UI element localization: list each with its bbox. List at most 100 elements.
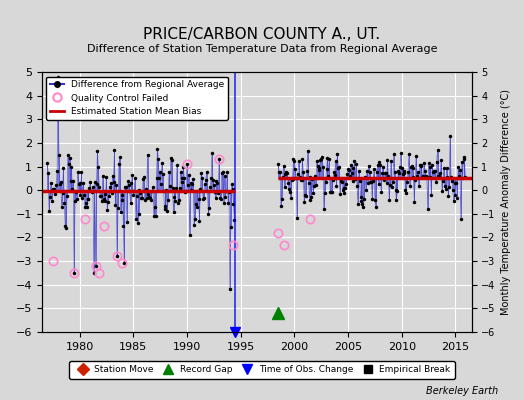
Point <box>135 186 144 193</box>
Point <box>141 186 150 192</box>
Point <box>179 164 188 171</box>
Point <box>105 193 113 199</box>
Point <box>121 184 129 191</box>
Point <box>327 189 335 196</box>
Point <box>346 173 354 179</box>
Point <box>434 173 443 179</box>
Point <box>163 207 171 214</box>
Point <box>303 148 312 154</box>
Point <box>389 151 398 158</box>
Point <box>417 163 425 169</box>
Point <box>144 152 152 158</box>
Text: Berkeley Earth: Berkeley Earth <box>425 386 498 396</box>
Point <box>111 202 119 208</box>
Point <box>282 169 290 176</box>
Point <box>281 171 290 178</box>
Point <box>131 175 139 181</box>
Point <box>118 192 127 198</box>
Point <box>191 216 199 222</box>
Point <box>52 182 60 188</box>
Point <box>387 158 395 164</box>
Point <box>402 190 410 196</box>
Point <box>195 218 204 224</box>
Point <box>350 158 358 164</box>
Point <box>291 166 299 172</box>
Point <box>405 151 413 157</box>
Point <box>389 178 397 185</box>
Point <box>194 196 203 203</box>
Point <box>368 196 376 202</box>
Point <box>303 168 311 174</box>
Point <box>45 208 53 214</box>
Point <box>393 188 401 194</box>
Point <box>85 185 94 191</box>
Point <box>124 178 132 184</box>
Point <box>408 164 417 171</box>
Point <box>409 174 418 180</box>
Point <box>230 217 238 223</box>
Point <box>322 166 331 172</box>
Point <box>178 178 187 185</box>
Point <box>435 173 443 180</box>
Point <box>58 204 66 210</box>
Text: Difference of Station Temperature Data from Regional Average: Difference of Station Temperature Data f… <box>87 44 437 54</box>
Point <box>398 171 407 178</box>
Point <box>207 175 215 182</box>
Point <box>431 168 439 174</box>
Point <box>83 196 92 202</box>
Point <box>220 200 228 206</box>
Point <box>391 187 400 194</box>
Point <box>279 163 288 170</box>
Point <box>114 205 122 211</box>
Point <box>454 164 462 170</box>
Point <box>331 158 340 164</box>
Point <box>337 178 345 184</box>
Point <box>380 177 388 183</box>
Point <box>110 146 118 153</box>
Point <box>196 186 204 192</box>
Point <box>458 175 467 181</box>
Point <box>374 181 383 187</box>
Point <box>172 184 180 191</box>
Point <box>313 163 322 169</box>
Point <box>100 195 108 202</box>
Point <box>101 191 109 198</box>
Point <box>369 178 377 185</box>
Point <box>101 197 110 204</box>
Point <box>193 188 202 194</box>
Point <box>215 156 223 163</box>
Point <box>384 172 392 179</box>
Point <box>411 177 419 183</box>
Point <box>50 188 59 194</box>
Point <box>204 211 213 217</box>
Point <box>183 161 191 167</box>
Point <box>340 184 348 191</box>
Point <box>171 197 180 204</box>
Point <box>316 156 324 163</box>
Point <box>284 180 292 186</box>
Point <box>91 179 99 185</box>
Point <box>107 190 116 196</box>
Point <box>70 270 78 276</box>
Point <box>56 181 64 188</box>
Point <box>309 190 318 196</box>
Point <box>224 200 232 206</box>
Point <box>73 196 81 202</box>
Point <box>138 194 146 201</box>
Point <box>197 170 205 176</box>
Point <box>450 198 458 204</box>
Point <box>361 173 369 180</box>
Point <box>297 176 305 183</box>
Point <box>417 161 425 168</box>
Point <box>208 150 216 156</box>
Point <box>153 146 161 152</box>
Point <box>103 207 112 214</box>
Point <box>355 168 363 174</box>
Point <box>335 164 343 170</box>
Point <box>399 170 408 176</box>
Point <box>380 170 389 176</box>
Point <box>110 179 118 186</box>
Point <box>404 169 412 175</box>
Point <box>76 192 84 198</box>
Point <box>125 188 134 194</box>
